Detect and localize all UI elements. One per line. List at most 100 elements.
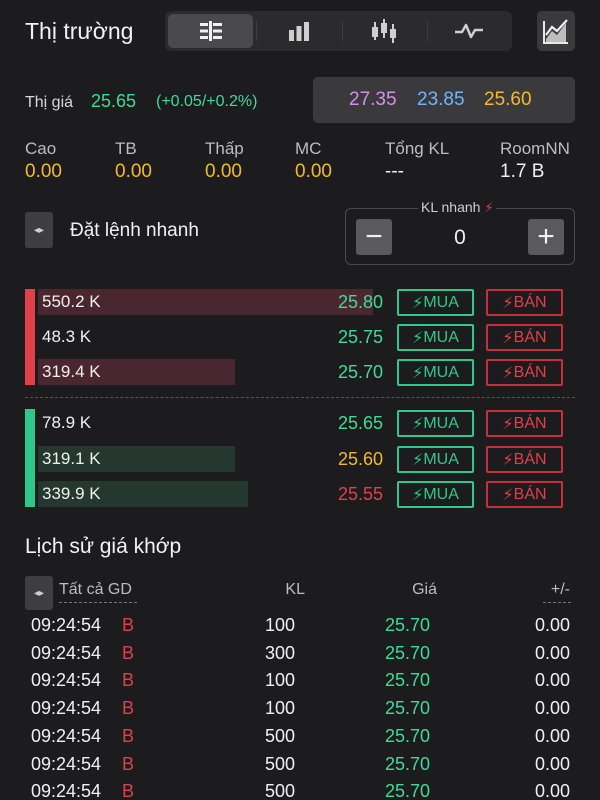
- trade-time: 09:24:54: [31, 643, 102, 663]
- quick-buy-button[interactable]: ⚡︎ MUA: [397, 324, 474, 351]
- page-title: Thị trường: [25, 18, 134, 44]
- bid-volume-bar: [38, 446, 235, 472]
- trade-change: 0.00: [534, 670, 570, 690]
- sell-label: BÁN: [513, 450, 547, 468]
- quick-order-label: Đặt lệnh nhanh: [70, 220, 199, 241]
- ask-volume: 48.3 K: [42, 327, 92, 346]
- ask-price: 25.80: [337, 292, 383, 312]
- expand-arrows-icon: ◂▸: [33, 587, 45, 599]
- bolt-icon: ⚡︎: [412, 364, 424, 382]
- trade-change: 0.00: [534, 726, 570, 746]
- quick-volume-input[interactable]: 0: [454, 226, 466, 249]
- history-filter-select[interactable]: Tất cả GD: [59, 581, 132, 598]
- buy-label: MUA: [423, 485, 459, 503]
- bid-volume: 339.9 K: [42, 484, 101, 503]
- ask-row: 48.3 K 25.75: [38, 324, 383, 350]
- trade-time: 09:24:54: [31, 726, 102, 746]
- stat-foreign-room-label: RoomNN: [500, 139, 570, 158]
- quick-order-toggle[interactable]: ◂▸: [25, 212, 53, 248]
- col-header-volume: KL: [285, 581, 305, 598]
- bolt-icon: ⚡︎: [412, 486, 424, 504]
- bolt-icon: ⚡︎: [484, 200, 494, 215]
- stat-low-value: 0.00: [205, 161, 242, 182]
- quick-buy-button[interactable]: ⚡︎ MUA: [397, 289, 474, 316]
- trade-volume: 500: [264, 754, 295, 774]
- trade-volume: 100: [264, 615, 295, 635]
- bolt-icon: ⚡︎: [502, 329, 514, 347]
- bolt-icon: ⚡︎: [502, 294, 514, 312]
- trade-change: 0.00: [534, 754, 570, 774]
- trade-side: B: [122, 643, 135, 663]
- buy-label: MUA: [423, 363, 459, 381]
- bid-price: 25.65: [337, 413, 383, 433]
- stat-mc-label: MC: [295, 139, 322, 158]
- bid-price: 25.60: [337, 449, 383, 469]
- tab-line-pulse[interactable]: [426, 11, 512, 51]
- buy-label: MUA: [423, 293, 459, 311]
- quick-sell-button[interactable]: ⚡︎ BÁN: [486, 410, 563, 437]
- minus-icon: −: [365, 220, 383, 253]
- quick-buy-button[interactable]: ⚡︎ MUA: [397, 446, 474, 473]
- trade-side: B: [122, 726, 135, 746]
- trend-chart-button[interactable]: [537, 11, 575, 51]
- ceiling-price: 27.35: [349, 89, 397, 110]
- stat-foreign-room-value: 1.7 B: [500, 161, 545, 182]
- increase-volume-button[interactable]: +: [528, 219, 564, 255]
- floor-price: 23.85: [417, 89, 465, 110]
- quick-sell-button[interactable]: ⚡︎ BÁN: [486, 324, 563, 351]
- sell-label: BÁN: [513, 293, 547, 311]
- stat-avg-label: TB: [115, 139, 137, 158]
- quick-sell-button[interactable]: ⚡︎ BÁN: [486, 446, 563, 473]
- sell-label: BÁN: [513, 485, 547, 503]
- trade-time: 09:24:54: [31, 698, 102, 718]
- bid-row: 78.9 K 25.65: [38, 410, 383, 436]
- bid-row: 319.1 K 25.60: [38, 446, 383, 472]
- trade-change: 0.00: [534, 698, 570, 718]
- quick-buy-button[interactable]: ⚡︎ MUA: [397, 359, 474, 386]
- price-change: (+0.05/+0.2%): [156, 93, 258, 110]
- buy-label: MUA: [423, 328, 459, 346]
- stat-high-value: 0.00: [25, 161, 62, 182]
- quick-buy-button[interactable]: ⚡︎ MUA: [397, 410, 474, 437]
- bid-price: 25.55: [337, 484, 383, 504]
- trade-volume: 300: [264, 643, 295, 663]
- trade-volume: 100: [264, 698, 295, 718]
- quick-volume-title: KL nhanh ⚡︎: [418, 199, 497, 216]
- trade-side: B: [122, 698, 135, 718]
- market-price: 25.65: [91, 91, 137, 111]
- bolt-icon: ⚡︎: [502, 364, 514, 382]
- trade-time: 09:24:54: [31, 781, 102, 800]
- quick-buy-button[interactable]: ⚡︎ MUA: [397, 481, 474, 508]
- trade-time: 09:24:54: [31, 670, 102, 690]
- decrease-volume-button[interactable]: −: [356, 219, 392, 255]
- sell-label: BÁN: [513, 328, 547, 346]
- buy-label: MUA: [423, 450, 459, 468]
- quick-sell-button[interactable]: ⚡︎ BÁN: [486, 359, 563, 386]
- trade-time: 09:24:54: [31, 754, 102, 774]
- trade-volume: 500: [264, 726, 295, 746]
- trade-change: 0.00: [534, 615, 570, 635]
- trade-side: B: [122, 781, 135, 800]
- price-range-box: 27.35 23.85 25.60: [313, 77, 575, 123]
- trade-price: 25.70: [384, 754, 430, 774]
- trade-price: 25.70: [384, 615, 430, 635]
- quick-sell-button[interactable]: ⚡︎ BÁN: [486, 289, 563, 316]
- ask-volume: 550.2 K: [42, 292, 101, 311]
- history-filter-toggle[interactable]: ◂▸: [25, 576, 53, 610]
- trade-volume: 100: [264, 670, 295, 690]
- tab-bar-chart[interactable]: [256, 11, 341, 51]
- tab-order-book[interactable]: [168, 14, 254, 48]
- bolt-icon: ⚡︎: [502, 486, 514, 504]
- trade-price: 25.70: [384, 698, 430, 718]
- quick-sell-button[interactable]: ⚡︎ BÁN: [486, 481, 563, 508]
- change-underline: [543, 602, 571, 603]
- ask-side-indicator: [25, 289, 35, 385]
- bolt-icon: ⚡︎: [412, 415, 424, 433]
- trade-volume: 500: [264, 781, 295, 800]
- bar-chart-icon: [288, 22, 309, 41]
- reference-price: 25.60: [484, 89, 532, 110]
- ask-price: 25.75: [337, 327, 383, 347]
- trade-change: 0.00: [534, 643, 570, 663]
- tab-candlestick[interactable]: [341, 11, 427, 51]
- trade-side: B: [122, 615, 135, 635]
